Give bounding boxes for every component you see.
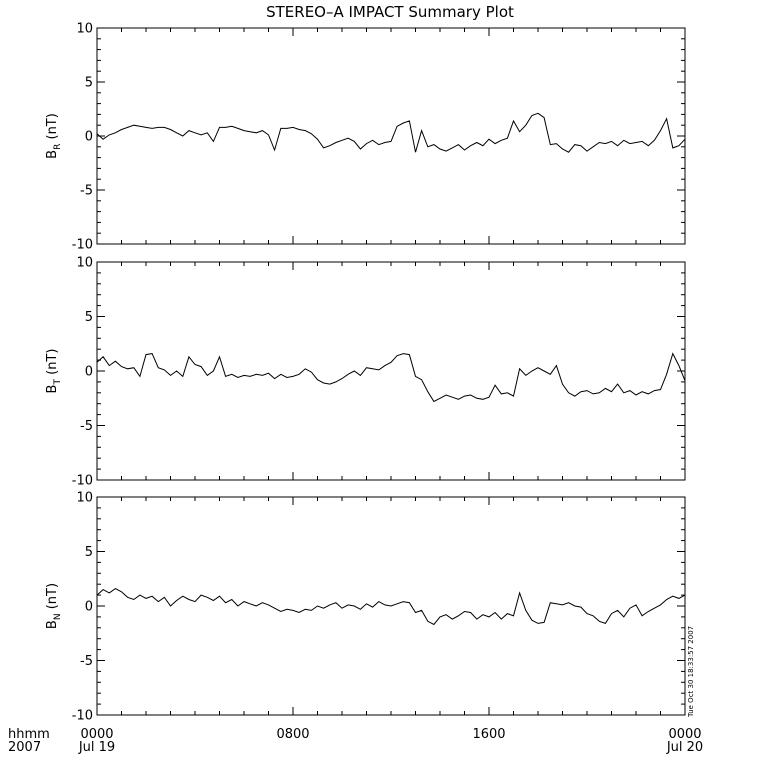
y-tick-label: 0 [85,130,93,145]
y-label-symbol: B [45,620,60,629]
field-series-line [96,588,686,626]
y-label-subscript: T [53,379,63,386]
x-tick-label: 0800 [276,727,309,742]
field-series-line [96,112,686,153]
x-date-label: Jul 20 [666,740,703,755]
y-axis-label: BT (nT) [45,349,63,394]
y-tick-label: -10 [72,238,93,253]
bn-panel: 10 5 0 -5 -10 BN (nT) [45,491,686,724]
y-tick-label: 0 [85,600,93,615]
br-panel: 10 5 0 -5 -10 BR (nT) [45,22,686,253]
x-tick-label: 1600 [472,727,505,742]
y-tick-label: -5 [80,419,93,434]
y-tick-label: 0 [85,365,93,380]
y-label-unit: (nT) [45,113,60,143]
bt-panel: 10 5 0 -5 -10 BT (nT) [45,256,686,489]
y-label-unit: (nT) [45,583,60,613]
y-axis-label: BN (nT) [45,583,63,629]
x-units-hhmm: hhmm [8,727,50,742]
y-tick-label: 5 [85,310,93,325]
x-units-year: 2007 [8,740,41,755]
y-tick-label: 10 [76,22,93,37]
y-tick-label: 10 [76,491,93,506]
y-label-symbol: B [45,150,60,159]
plot-frame [96,27,686,245]
y-tick-label: -5 [80,654,93,669]
y-tick-label: -10 [72,709,93,724]
y-tick-label: -5 [80,184,93,199]
y-label-subscript: R [53,144,63,150]
y-label-subscript: N [53,613,63,620]
plot-title: STEREO–A IMPACT Summary Plot [266,3,514,21]
plot-frame [96,261,686,481]
field-series-line [96,352,686,403]
x-tick-label: 0000 [668,727,701,742]
y-tick-label: -10 [72,474,93,489]
generation-timestamp: Tue Oct 30 18:33:57 2007 [687,626,695,718]
x-date-label: Jul 19 [78,740,115,755]
y-tick-label: 5 [85,545,93,560]
y-label-unit: (nT) [45,349,60,379]
y-label-symbol: B [45,385,60,394]
y-tick-label: 5 [85,76,93,91]
y-axis-label: BR (nT) [45,113,63,159]
x-tick-label: 0000 [80,727,113,742]
y-tick-label: 10 [76,256,93,271]
